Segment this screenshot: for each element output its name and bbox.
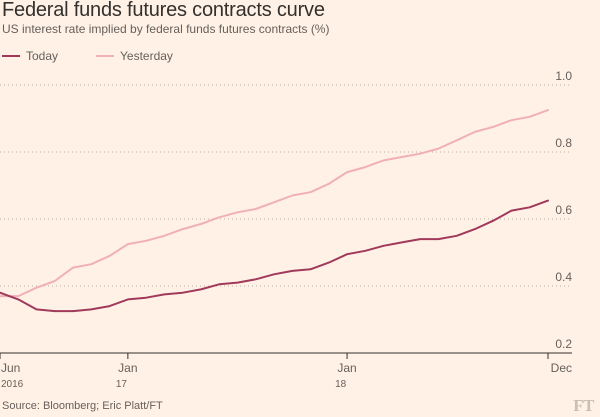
legend-swatch-yesterday	[96, 55, 114, 57]
series-line-today	[0, 199, 549, 313]
y-tick-label: 0.6	[555, 203, 572, 217]
y-tick-label: 0.4	[555, 270, 572, 284]
series-line-yesterday	[0, 109, 549, 298]
x-tick-label: Jan	[337, 361, 356, 375]
y-tick-label: 0.8	[555, 136, 572, 150]
chart-subtitle: US interest rate implied by federal fund…	[2, 22, 330, 36]
legend-swatch-today	[2, 55, 20, 57]
x-tick-sublabel: 17	[116, 379, 128, 390]
x-tick-label: Jan	[118, 361, 137, 375]
chart-title: Federal funds futures contracts curve	[2, 0, 325, 21]
legend-label-yesterday: Yesterday	[120, 49, 173, 63]
legend-label-today: Today	[26, 49, 59, 63]
y-tick-label: 1.0	[555, 69, 572, 83]
x-tick-sublabel: 18	[335, 379, 347, 390]
x-tick-label: Dec	[551, 361, 572, 375]
x-tick-sublabel: 2016	[1, 379, 24, 390]
x-tick-label: Jun	[1, 361, 20, 375]
y-tick-label: 0.2	[555, 337, 572, 351]
ft-logo: FT	[573, 396, 594, 415]
source-note: Source: Bloomberg; Eric Platt/FT	[2, 400, 163, 412]
